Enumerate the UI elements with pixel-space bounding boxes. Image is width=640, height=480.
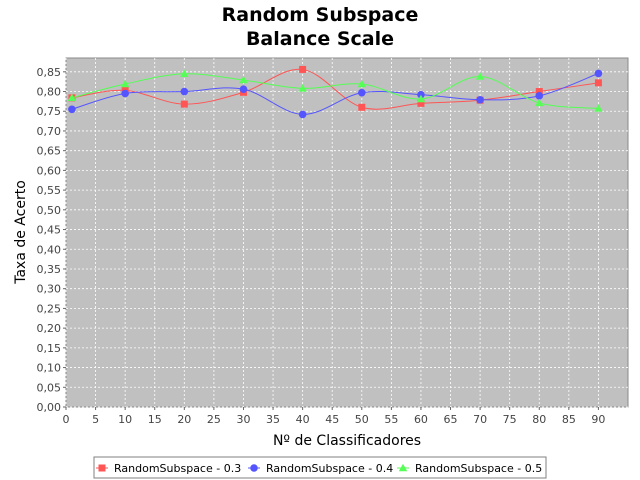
y-tick-label: 0,35 bbox=[37, 263, 62, 276]
data-point bbox=[535, 88, 543, 96]
x-tick-label: 85 bbox=[562, 413, 576, 426]
y-axis-label: Taxa de Acerto bbox=[13, 180, 29, 285]
x-tick-label: 60 bbox=[414, 413, 428, 426]
data-point bbox=[121, 89, 129, 98]
x-tick-label: 20 bbox=[177, 413, 191, 426]
data-point bbox=[120, 79, 130, 88]
legend-label: RandomSubspace - 0.5 bbox=[415, 462, 542, 475]
data-point bbox=[417, 99, 425, 107]
data-point bbox=[416, 94, 426, 103]
x-axis-label: Nº de Classificadores bbox=[273, 433, 421, 449]
x-tick-label: 40 bbox=[296, 413, 310, 426]
x-tick-label: 65 bbox=[444, 413, 458, 426]
data-point bbox=[357, 88, 366, 97]
series-2 bbox=[68, 69, 603, 119]
y-tick-label: 0,00 bbox=[37, 401, 62, 414]
legend-marker bbox=[398, 463, 408, 472]
x-tick-label: 75 bbox=[503, 413, 517, 426]
data-point bbox=[299, 65, 307, 73]
data-point bbox=[180, 87, 189, 96]
y-tick-label: 0,80 bbox=[37, 86, 62, 99]
series-line bbox=[71, 72, 599, 115]
grid bbox=[65, 58, 628, 408]
data-point bbox=[475, 72, 485, 80]
legend-item: RandomSubspace - 0.3 bbox=[96, 462, 241, 475]
data-point bbox=[476, 96, 484, 104]
x-tick-label: 25 bbox=[207, 413, 221, 426]
x-tick-label: 30 bbox=[236, 413, 250, 426]
legend-marker bbox=[98, 464, 106, 472]
y-tick-label: 0,25 bbox=[37, 302, 62, 315]
x-tick-label: 90 bbox=[591, 413, 605, 426]
data-point bbox=[180, 69, 189, 77]
data-point bbox=[594, 69, 603, 78]
series-line bbox=[71, 73, 599, 109]
x-tick-label: 0 bbox=[63, 413, 70, 426]
chart-subtitle: Balance Scale bbox=[246, 28, 394, 50]
y-tick-label: 0,85 bbox=[37, 66, 62, 79]
data-point bbox=[535, 92, 544, 100]
x-tick-label: 5 bbox=[92, 413, 99, 426]
x-tick-label: 15 bbox=[148, 413, 162, 426]
y-tick-label: 0,05 bbox=[37, 381, 62, 394]
legend-label: RandomSubspace - 0.4 bbox=[266, 462, 393, 475]
chart-title: Random Subspace bbox=[222, 4, 419, 26]
data-point bbox=[417, 90, 425, 99]
x-tick-label: 35 bbox=[266, 413, 280, 426]
y-axis: 0,00 0,05 0,10 0,15 0,20 0,25 0,30 0,35 0,40 0,45… bbox=[37, 66, 66, 414]
series-3 bbox=[67, 69, 603, 112]
data-point bbox=[67, 93, 77, 102]
data-point bbox=[594, 104, 603, 112]
y-tick-label: 0,20 bbox=[37, 322, 62, 335]
data-point bbox=[298, 110, 307, 119]
y-tick-label: 0,60 bbox=[37, 164, 62, 177]
y-tick-label: 0,30 bbox=[37, 283, 62, 296]
data-point bbox=[68, 105, 76, 114]
legend-label: RandomSubspace - 0.3 bbox=[114, 462, 241, 475]
legend-marker bbox=[250, 464, 258, 472]
series-line bbox=[71, 68, 599, 110]
y-tick-label: 0,40 bbox=[37, 243, 62, 256]
data-point bbox=[357, 79, 366, 88]
y-tick-label: 0,65 bbox=[37, 145, 62, 158]
data-point bbox=[535, 98, 544, 107]
y-tick-label: 0,15 bbox=[37, 342, 62, 355]
y-tick-label: 0,75 bbox=[37, 105, 62, 118]
y-tick-label: 0,70 bbox=[37, 125, 62, 138]
legend-item: RandomSubspace - 0.5 bbox=[397, 462, 542, 475]
data-point bbox=[239, 75, 248, 84]
x-axis: 0 5 10 15 20 25 30 35 40 45 50 55 60 65 70 75 80 85 90 bbox=[63, 407, 605, 426]
x-tick-label: 45 bbox=[325, 413, 339, 426]
y-tick-label: 0,45 bbox=[37, 224, 62, 237]
plot-area bbox=[65, 57, 629, 408]
legend-box bbox=[93, 456, 547, 479]
data-point bbox=[594, 79, 602, 87]
y-tick-label: 0,10 bbox=[37, 362, 62, 375]
data-point bbox=[180, 100, 188, 108]
legend: RandomSubspace - 0.3 RandomSubspace - 0.4… bbox=[96, 462, 542, 475]
y-tick-label: 0,55 bbox=[37, 184, 62, 197]
data-point bbox=[358, 103, 366, 111]
data-point bbox=[239, 85, 248, 93]
legend-item: RandomSubspace - 0.4 bbox=[248, 462, 393, 475]
x-tick-label: 70 bbox=[473, 413, 487, 426]
x-tick-label: 80 bbox=[532, 413, 546, 426]
data-point bbox=[298, 84, 307, 92]
series-layer bbox=[67, 65, 603, 119]
x-tick-label: 10 bbox=[118, 413, 132, 426]
x-tick-label: 50 bbox=[355, 413, 369, 426]
x-tick-label: 55 bbox=[384, 413, 398, 426]
y-tick-label: 0,50 bbox=[37, 204, 62, 217]
